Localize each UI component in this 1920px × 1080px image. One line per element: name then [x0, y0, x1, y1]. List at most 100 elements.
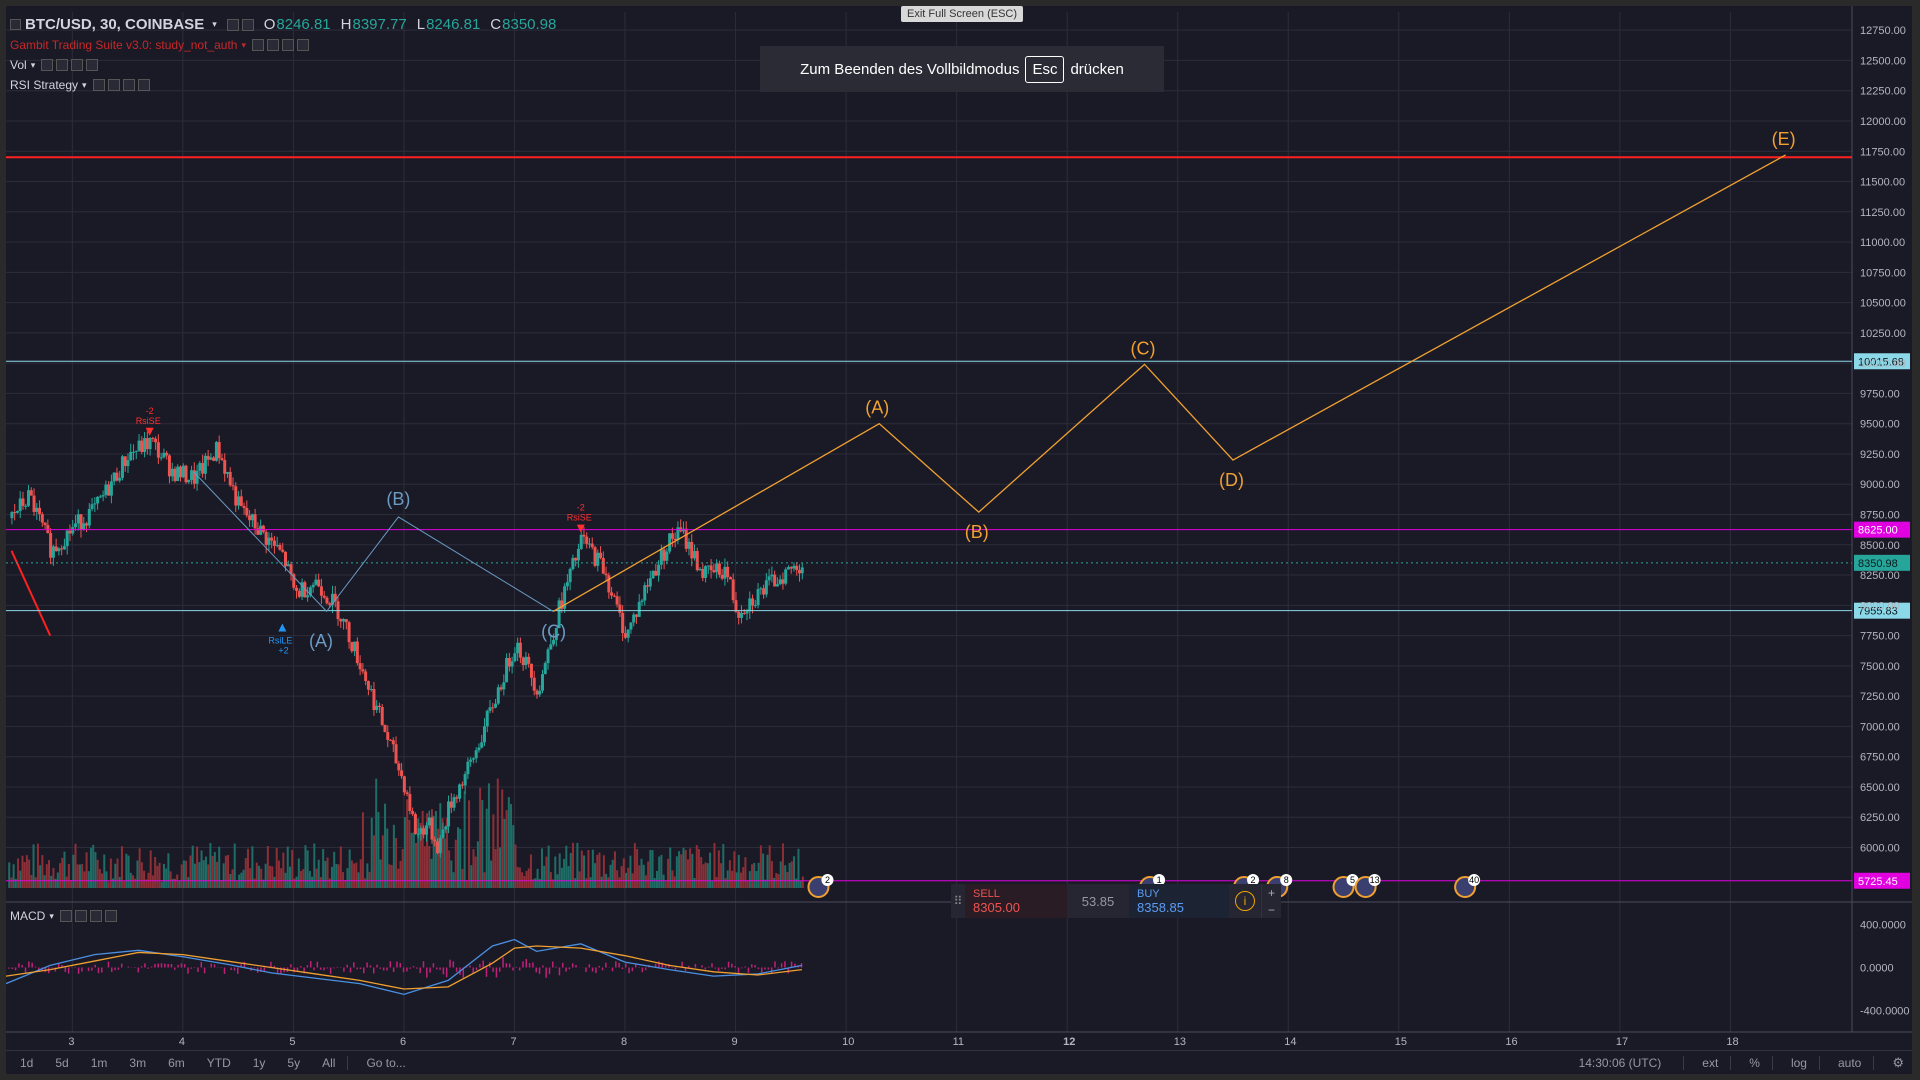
range-5d[interactable]: 5d: [55, 1055, 69, 1070]
macd-hist-bar: [707, 966, 710, 968]
chevron-down-icon[interactable]: ▾: [82, 79, 87, 90]
volume-bar: [116, 858, 119, 888]
gear-icon[interactable]: ⚙: [1892, 1055, 1904, 1070]
add-icon[interactable]: [71, 59, 84, 71]
sell-button[interactable]: SELL 8305.00: [965, 884, 1067, 918]
study-rsi[interactable]: RSI Strategy ▾: [10, 78, 150, 92]
hide-icon[interactable]: [74, 910, 87, 922]
candle-body: [422, 828, 426, 835]
candle-body: [96, 496, 100, 504]
plus-icon[interactable]: +: [1267, 885, 1275, 900]
minus-icon[interactable]: −: [1267, 902, 1275, 917]
candle-body: [79, 514, 83, 530]
hide-icon[interactable]: [267, 39, 280, 51]
candle-body: [419, 828, 423, 834]
macd-hist-bar: [508, 963, 511, 968]
buy-button[interactable]: BUY 8358.85: [1129, 884, 1229, 918]
volume-bar: [96, 859, 99, 888]
macd-hist-bar: [684, 967, 687, 971]
toggle-auto[interactable]: auto: [1837, 1056, 1862, 1070]
candle-body: [98, 496, 102, 498]
candle-body: [709, 565, 713, 571]
macd-hist-bar: [631, 967, 634, 972]
macd-hist-bar: [303, 967, 305, 974]
toggle-ext[interactable]: ext: [1702, 1056, 1719, 1070]
collapse-icon[interactable]: [10, 19, 21, 30]
chevron-down-icon[interactable]: ▾: [30, 59, 36, 70]
candle-body: [751, 598, 755, 606]
trading-panel: ⠿ SELL 8305.00 53.85 BUY 8358.85 i + −: [951, 884, 1281, 918]
add-icon[interactable]: [89, 910, 102, 922]
range-3m[interactable]: 3m: [129, 1055, 147, 1070]
macd-hist-bar: [396, 961, 398, 968]
volume-bar: [616, 870, 619, 888]
range-1d[interactable]: 1d: [20, 1055, 34, 1070]
toggle-percent[interactable]: %: [1749, 1056, 1760, 1070]
volume-bar: [658, 856, 661, 888]
price-chart[interactable]: 10015.68 8625.00 8350.98 7955.83 5725.45 (A) (…: [6, 6, 1912, 1050]
volume-bar: [443, 838, 446, 888]
study-macd[interactable]: MACD ▾: [10, 909, 117, 923]
range-all[interactable]: All: [322, 1055, 336, 1070]
time-axis-tick: 13: [1174, 1036, 1186, 1048]
volume-bar: [591, 849, 594, 888]
volume-bar: [479, 787, 482, 888]
volume-bar: [494, 848, 497, 888]
macd-hist-bar: [727, 961, 730, 968]
settings-icon[interactable]: [252, 39, 265, 51]
study-gambit[interactable]: Gambit Trading Suite v3.0: study_not_aut…: [10, 38, 310, 52]
volume-bar: [673, 876, 676, 888]
candle-body: [435, 841, 439, 854]
add-icon[interactable]: [282, 39, 295, 51]
volume-bar: [476, 841, 479, 888]
price-axis-tick: 11500.00: [1860, 177, 1905, 189]
candle-body: [361, 669, 365, 672]
price-axis-label: 7955.83: [1858, 606, 1898, 618]
candle-body: [297, 590, 301, 597]
settings-icon[interactable]: [41, 59, 54, 71]
study-vol[interactable]: Vol ▾: [10, 58, 99, 72]
macd-hist-bar: [306, 965, 309, 968]
quantity-stepper[interactable]: + −: [1261, 884, 1281, 918]
settings-icon[interactable]: [226, 18, 239, 31]
chevron-down-icon[interactable]: ▾: [49, 910, 54, 921]
chevron-down-icon[interactable]: ▾: [241, 39, 247, 50]
add-icon[interactable]: [122, 79, 135, 91]
range-ytd[interactable]: YTD: [206, 1055, 231, 1070]
close-icon[interactable]: [137, 79, 150, 91]
settings-icon[interactable]: [92, 79, 105, 91]
range-6m[interactable]: 6m: [168, 1055, 185, 1070]
range-1y[interactable]: 1y: [252, 1055, 266, 1070]
macd-hist-bar: [688, 965, 690, 968]
goto-button[interactable]: Go to...: [366, 1055, 406, 1070]
macd-hist-bar: [147, 967, 149, 969]
volume-bar: [372, 835, 375, 888]
range-5y[interactable]: 5y: [287, 1055, 301, 1070]
volume-bar: [275, 847, 278, 888]
close-label: C: [490, 16, 502, 33]
study-vol-label: Vol: [10, 58, 27, 72]
macd-hist-bar: [144, 963, 146, 968]
info-button[interactable]: i: [1229, 884, 1261, 918]
close-icon[interactable]: [104, 910, 117, 922]
trend-line: [10, 550, 52, 637]
close-icon[interactable]: [86, 59, 99, 71]
macd-hist-bar: [558, 967, 561, 976]
close-icon[interactable]: [297, 39, 310, 51]
candle-body: [140, 440, 144, 452]
macd-hist-bar: [91, 967, 93, 971]
range-1m[interactable]: 1m: [90, 1055, 108, 1070]
hide-icon[interactable]: [56, 59, 69, 71]
candle-body: [767, 576, 771, 581]
volume-bar: [196, 846, 199, 888]
drag-handle-icon[interactable]: ⠿: [951, 884, 965, 918]
hide-icon[interactable]: [241, 18, 254, 31]
chevron-down-icon[interactable]: ▾: [212, 19, 217, 29]
hide-icon[interactable]: [107, 79, 120, 91]
macd-hist-bar: [87, 967, 90, 972]
toggle-log[interactable]: log: [1790, 1056, 1807, 1070]
settings-icon[interactable]: [59, 910, 72, 922]
candle-body: [35, 507, 39, 512]
candle-body: [773, 574, 777, 587]
symbol-title[interactable]: BTC/USD, 30, COINBASE: [25, 16, 205, 33]
